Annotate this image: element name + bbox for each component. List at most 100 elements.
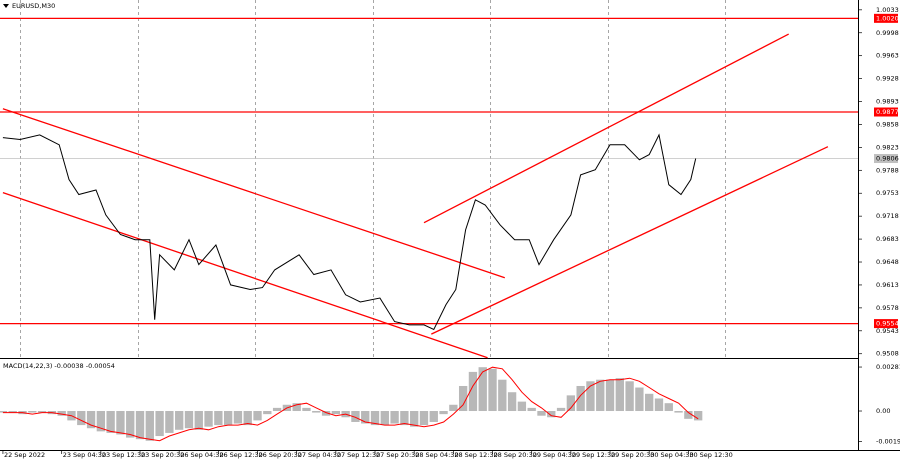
y-tick-label: 0.9543: [876, 327, 899, 335]
x-tick-label: 23 Sep 04:30: [63, 451, 106, 459]
chart-title: EURUSD,M30: [12, 2, 55, 10]
histogram-bar: [77, 411, 86, 426]
level-line-label: 0.9877: [876, 108, 899, 116]
histogram-bar: [439, 411, 448, 415]
histogram-bar: [370, 411, 380, 426]
histogram-bar: [419, 411, 429, 426]
histogram-bar: [380, 411, 389, 426]
histogram-bar: [645, 393, 654, 412]
histogram-bar: [165, 411, 174, 433]
histogram-bar: [556, 407, 566, 412]
histogram-bar: [576, 385, 585, 412]
histogram-bar: [566, 395, 576, 412]
histogram-bar: [635, 387, 644, 412]
histogram-bar: [233, 411, 243, 424]
histogram-bar: [400, 411, 409, 426]
histogram-bar: [684, 411, 693, 419]
histogram-bar: [664, 403, 673, 412]
histogram-bar: [28, 411, 37, 413]
histogram-bar: [488, 368, 497, 412]
histogram-bar: [625, 381, 634, 412]
histogram-bar: [478, 367, 487, 412]
histogram-bar: [57, 411, 66, 416]
histogram-bar: [194, 411, 203, 430]
y-tick-label: 0.9648: [876, 258, 899, 266]
menu-arrow: [3, 4, 9, 8]
histogram-bar: [126, 411, 135, 438]
histogram-bar: [596, 379, 605, 412]
histogram-bar: [214, 411, 223, 426]
histogram-bar: [312, 411, 321, 413]
histogram-bar: [537, 411, 546, 416]
histogram-bar: [204, 411, 213, 427]
trend-line: [423, 33, 789, 224]
histogram-bar: [292, 403, 301, 412]
y-tick-label: 0.9578: [876, 304, 899, 312]
x-tick-label: 26 Sep 12:30: [219, 451, 262, 459]
histogram-bar: [37, 411, 47, 413]
histogram-bar: [468, 371, 478, 412]
histogram-bar: [223, 411, 233, 426]
trend-line: [2, 108, 506, 279]
histogram-bar: [253, 411, 262, 421]
y-tick-label: 0.9963: [876, 52, 899, 60]
histogram-bar: [8, 411, 17, 413]
histogram-bar: [507, 392, 517, 412]
x-tick-label: 29 Sep 04:30: [533, 451, 576, 459]
x-tick-label: 23 Sep 20:30: [141, 451, 184, 459]
x-tick-label: 26 Sep 20:30: [259, 451, 302, 459]
x-tick-label: 28 Sep 20:30: [494, 451, 537, 459]
histogram-bar: [429, 411, 438, 422]
histogram-bar: [586, 381, 595, 412]
histogram-bar: [86, 411, 96, 429]
level-line-label-bg: [874, 107, 898, 117]
x-tick-label: 30 Sep 04:30: [650, 451, 693, 459]
histogram-bar: [116, 411, 125, 435]
y-tick-label: -0.00194: [876, 437, 900, 445]
signal-line: [2, 366, 699, 442]
x-tick-label: 29 Sep 20:30: [611, 451, 654, 459]
histogram-bar: [458, 385, 468, 412]
level-line-label: 1.0020: [876, 14, 899, 22]
x-tick-label: 27 Sep 12:30: [337, 451, 380, 459]
histogram-bar: [96, 411, 106, 432]
x-tick-label: 29 Sep 12:30: [572, 451, 615, 459]
histogram-bar: [272, 407, 282, 412]
histogram-bar: [263, 411, 272, 415]
y-tick-label: 0.9683: [876, 235, 899, 243]
x-tick-label: 28 Sep 12:30: [454, 451, 497, 459]
y-tick-label: 0.9928: [876, 75, 899, 83]
y-tick-label: 0.9788: [876, 166, 899, 174]
y-tick-label: 0.9858: [876, 120, 899, 128]
histogram-bar: [302, 407, 311, 412]
histogram-bar: [106, 411, 115, 433]
y-tick-label: 0.9823: [876, 143, 899, 151]
price-line: [2, 133, 697, 331]
level-line-label: 0.9554: [876, 320, 899, 328]
level-line-label-bg: [874, 319, 898, 329]
y-tick-label: 0.9718: [876, 212, 899, 220]
histogram-bar: [0, 411, 8, 413]
histogram-bar: [547, 411, 556, 418]
y-tick-label: 0.9998: [876, 29, 899, 37]
histogram-bar: [527, 407, 536, 412]
histogram-bar: [155, 411, 164, 437]
histogram-bar: [145, 411, 154, 441]
histogram-bar: [321, 411, 331, 416]
histogram-bar: [351, 411, 360, 422]
histogram-bar: [449, 404, 458, 412]
x-tick-label: 30 Sep 12:30: [689, 451, 732, 459]
histogram-bar: [410, 411, 419, 427]
y-tick-label: 0.9753: [876, 189, 899, 197]
current-price-label-bg: [874, 154, 898, 164]
histogram-bar: [517, 401, 527, 412]
trend-line: [431, 146, 829, 335]
y-tick-label: 0.00281: [876, 363, 900, 371]
level-line-label-bg: [874, 13, 898, 23]
histogram-bar: [674, 411, 683, 413]
histogram-bar: [615, 378, 624, 412]
histogram-bar: [498, 379, 507, 412]
histogram-bar: [135, 411, 145, 440]
